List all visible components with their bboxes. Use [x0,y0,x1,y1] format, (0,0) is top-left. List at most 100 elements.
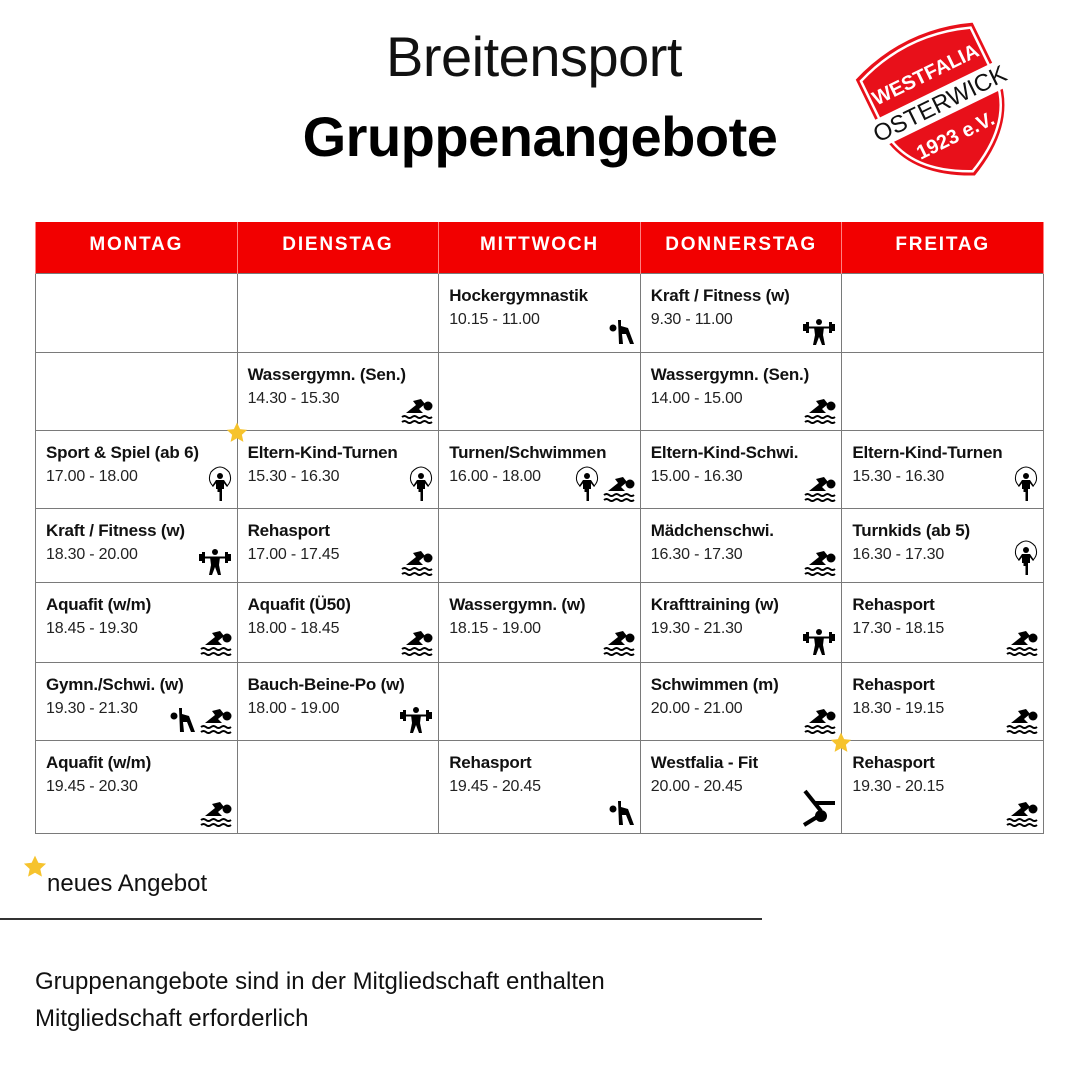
swimming-icon [1005,706,1039,734]
footer-line-1: Gruppenangebote sind in der Mitgliedscha… [35,968,605,995]
jump-rope-icon [408,466,434,502]
gymnastics-icon [608,797,636,827]
schedule-cell-mittwoch: Hockergymnastik 10.15 - 11.00 [438,272,641,353]
course-time: 19.45 - 20.30 [46,777,138,795]
course-name: Eltern-Kind-Schwi. [650,442,799,462]
course-name: Wassergymn. (Sen.) [247,364,406,384]
course-time: 10.15 - 11.00 [449,310,540,328]
day-header-freitag: FREITAG [841,222,1044,273]
swimming-icon [803,548,837,576]
course-name: Rehasport [852,674,935,694]
course-name: Rehasport [852,594,935,614]
course-time: 18.30 - 20.00 [46,545,138,563]
course-name: Bauch-Beine-Po (w) [247,674,405,694]
course-name: Turnen/Schwimmen [449,442,607,462]
swimming-icon [199,628,233,656]
schedule-cell-freitag: Turnkids (ab 5) 16.30 - 17.30 [841,507,1044,583]
swimming-icon [803,706,837,734]
schedule-cell-donnerstag: Krafttraining (w) 19.30 - 21.30 [639,581,843,663]
swimming-icon [1005,799,1039,827]
course-name: Sport & Spiel (ab 6) [46,442,199,462]
course-time: 9.30 - 11.00 [650,310,733,328]
course-time: 18.00 - 18.45 [247,619,340,637]
gymnastics-icon [169,704,197,734]
course-time: 19.30 - 20.15 [852,777,945,795]
schedule-cell-dienstag: Aquafit (Ü50) 18.00 - 18.45 [236,581,440,663]
schedule-cell-donnerstag: Westfalia - Fit 20.00 - 20.45 [639,732,852,834]
course-time: 18.45 - 19.30 [46,619,138,637]
course-time: 19.30 - 21.30 [46,699,138,717]
schedule-row: Aquafit (w/m) 19.45 - 20.30 Rehasport 19.45… [35,732,1044,834]
jump-rope-icon [1013,466,1039,502]
schedule-cell-freitag: Rehasport 17.30 - 18.15 [841,581,1044,663]
swimming-icon [400,548,434,576]
schedule-row: Wassergymn. (Sen.) 14.30 - 15.30 Wassergym… [35,351,1044,431]
course-name: Kraft / Fitness (w) [650,285,790,305]
schedule-cell-freitag: Eltern-Kind-Turnen 15.30 - 16.30 [841,429,1044,509]
footer-notes: Gruppenangebote sind in der Mitgliedscha… [35,963,605,1037]
course-name: Wassergymn. (w) [449,594,586,614]
course-name: Gymn./Schwi. (w) [46,674,184,694]
club-logo: WESTFALIA OSTERWICK 1923 e.V. [850,8,1028,196]
course-time: 17.00 - 18.00 [46,467,138,485]
schedule-cell-dienstag [236,272,440,353]
course-name: Eltern-Kind-Turnen [852,442,1003,462]
schedule-cell-montag [35,272,238,353]
jump-rope-icon [207,466,233,502]
course-name: Rehasport [449,752,532,772]
course-time: 18.30 - 19.15 [852,699,945,717]
course-name: Wassergymn. (Sen.) [650,364,810,384]
course-time: 15.30 - 16.30 [852,467,945,485]
weightlifting-icon [197,548,233,576]
day-header-montag: MONTAG [35,222,238,273]
course-time: 18.15 - 19.00 [449,619,541,637]
schedule-cell-mittwoch: Wassergymn. (w) 18.15 - 19.00 [438,581,641,663]
schedule-row: Sport & Spiel (ab 6) 17.00 - 18.00 Eltern-… [35,422,1044,509]
day-header-donnerstag: DONNERSTAG [639,222,843,273]
course-name: Westfalia - Fit [650,752,758,772]
course-time: 18.00 - 19.00 [247,699,340,717]
swimming-icon [199,706,233,734]
schedule-cell-mittwoch: Turnen/Schwimmen 16.00 - 18.00 [438,429,641,509]
schedule-cell-mittwoch [438,507,641,583]
course-time: 20.00 - 20.45 [650,777,743,795]
schedule-cell-montag: Kraft / Fitness (w) 18.30 - 20.00 [35,507,238,583]
course-time: 16.30 - 17.30 [852,545,945,563]
schedule-cell-donnerstag: Eltern-Kind-Schwi. 15.00 - 16.30 [639,429,843,509]
schedule-row: Hockergymnastik 10.15 - 11.00 Kraft / Fitn… [35,272,1044,353]
schedule-cell-donnerstag: Mädchenschwi. 16.30 - 17.30 [639,507,843,583]
jump-rope-icon [1013,540,1039,576]
swimming-icon [602,474,636,502]
schedule-row: Kraft / Fitness (w) 18.30 - 20.00 Rehaspor… [35,507,1044,583]
swimming-icon [803,474,837,502]
course-time: 16.30 - 17.30 [650,545,743,563]
schedule-cell-montag: Gymn./Schwi. (w) 19.30 - 21.30 [35,661,238,741]
course-name: Schwimmen (m) [650,674,779,694]
new-offer-star-icon [226,422,247,442]
swimming-icon [803,396,837,424]
schedule-cell-donnerstag: Schwimmen (m) 20.00 - 21.00 [639,661,843,741]
course-time: 15.30 - 16.30 [247,467,340,485]
course-name: Rehasport [247,520,330,540]
title-gruppenangebote: Gruppenangebote [302,105,778,168]
schedule-cell-mittwoch [438,661,641,741]
course-name: Turnkids (ab 5) [852,520,970,540]
schedule-cell-mittwoch: Rehasport 19.45 - 20.45 [438,739,641,834]
course-time: 17.00 - 17.45 [247,545,340,563]
schedule-cell-freitag: Rehasport 18.30 - 19.15 [841,661,1044,741]
course-time: 19.30 - 21.30 [650,619,743,637]
jump-rope-icon [574,466,600,502]
course-time: 14.00 - 15.00 [650,389,743,407]
schedule-row: Aquafit (w/m) 18.45 - 19.30 Aquafit (Ü50) 1… [35,581,1044,663]
schedule-cell-donnerstag: Kraft / Fitness (w) 9.30 - 11.00 [639,272,843,353]
course-time: 14.30 - 15.30 [247,389,340,407]
course-name: Mädchenschwi. [650,520,774,540]
course-name: Kraft / Fitness (w) [46,520,185,540]
swimming-icon [602,628,636,656]
schedule-cell-montag: Sport & Spiel (ab 6) 17.00 - 18.00 [35,422,247,509]
schedule-cell-donnerstag: Wassergymn. (Sen.) 14.00 - 15.00 [639,351,843,431]
course-name: Hockergymnastik [449,285,588,305]
schedule-cell-dienstag: Wassergymn. (Sen.) 14.30 - 15.30 [236,351,440,431]
course-name: Aquafit (w/m) [46,594,152,614]
course-time: 19.45 - 20.45 [449,777,541,795]
